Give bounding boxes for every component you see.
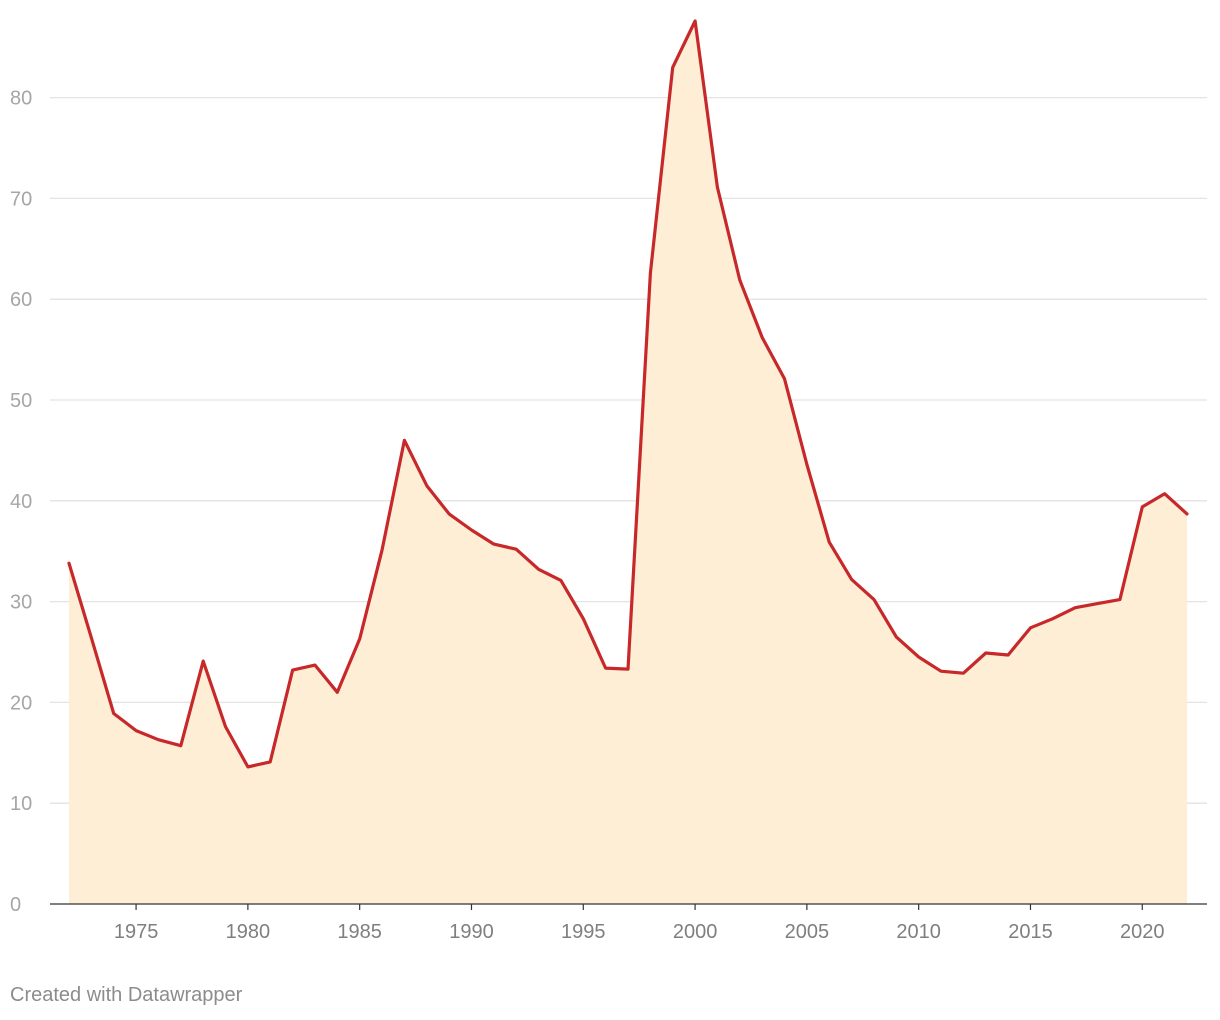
y-tick-label: 0 — [10, 894, 21, 916]
area-fill — [69, 21, 1187, 904]
x-tick-label: 1980 — [226, 921, 271, 943]
x-tick-label: 1975 — [114, 921, 159, 943]
x-axis-tick-labels: 1975 1980 1985 1990 1995 2000 2005 2010 2015 2020 — [114, 904, 1165, 943]
x-tick-label: 1985 — [337, 921, 382, 943]
y-tick-label: 20 — [10, 692, 32, 714]
y-tick-label: 30 — [10, 592, 32, 614]
x-tick-label: 2015 — [1008, 921, 1053, 943]
series-line — [67, 19, 1189, 769]
y-tick-label: 80 — [10, 88, 32, 110]
x-tick-label: 2010 — [896, 921, 941, 943]
x-tick-label: 2020 — [1120, 921, 1165, 943]
y-tick-label: 50 — [10, 390, 32, 412]
y-tick-label: 60 — [10, 289, 32, 311]
gridlines — [50, 96, 1207, 804]
x-tick-label: 1995 — [561, 921, 606, 943]
y-axis-tick-labels: 0 10 20 30 40 50 60 70 80 — [10, 88, 32, 916]
y-tick-label: 70 — [10, 188, 32, 210]
area-chart: 0 10 20 30 40 50 60 70 80 1975 1980 1985 1990 1995 20… — [10, 19, 1207, 943]
y-tick-label: 10 — [10, 793, 32, 815]
x-tick-label: 2005 — [785, 921, 830, 943]
y-tick-label: 40 — [10, 491, 32, 513]
x-tick-label: 1990 — [449, 921, 494, 943]
credit-text: Created with Datawrapper — [10, 984, 243, 1006]
x-tick-label: 2000 — [673, 921, 718, 943]
